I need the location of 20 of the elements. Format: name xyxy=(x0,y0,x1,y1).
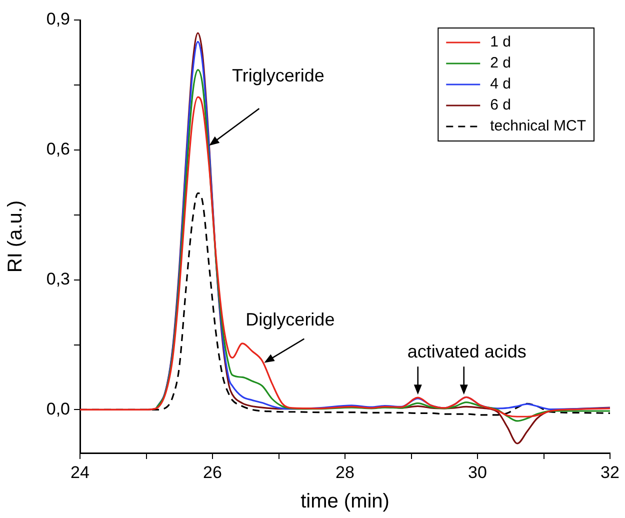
annotation: Triglyceride xyxy=(232,66,324,86)
legend-label: 6 d xyxy=(490,96,511,114)
x-axis-title: time (min) xyxy=(300,490,390,513)
x-tick-label: 26 xyxy=(203,462,222,482)
x-tick-label: 32 xyxy=(600,462,620,482)
legend-label: technical MCT xyxy=(490,118,586,135)
y-tick-label: 0,9 xyxy=(46,10,70,29)
legend-label: 4 d xyxy=(490,76,511,93)
legend-label: 1 d xyxy=(490,34,511,51)
y-tick-label: 0,3 xyxy=(46,269,70,288)
y-tick-label: 0,6 xyxy=(46,140,70,159)
y-axis-title: RI (a.u.) xyxy=(4,200,27,273)
x-tick-label: 28 xyxy=(336,462,354,482)
x-tick-label: 24 xyxy=(70,462,90,482)
y-tick-label: 0,0 xyxy=(46,399,70,418)
x-tick-label: 30 xyxy=(468,462,487,482)
line-series xyxy=(80,96,610,418)
annotation: Diglyceride xyxy=(246,310,335,330)
annotation: activated acids xyxy=(407,342,526,362)
legend-label: 2 d xyxy=(490,54,511,72)
